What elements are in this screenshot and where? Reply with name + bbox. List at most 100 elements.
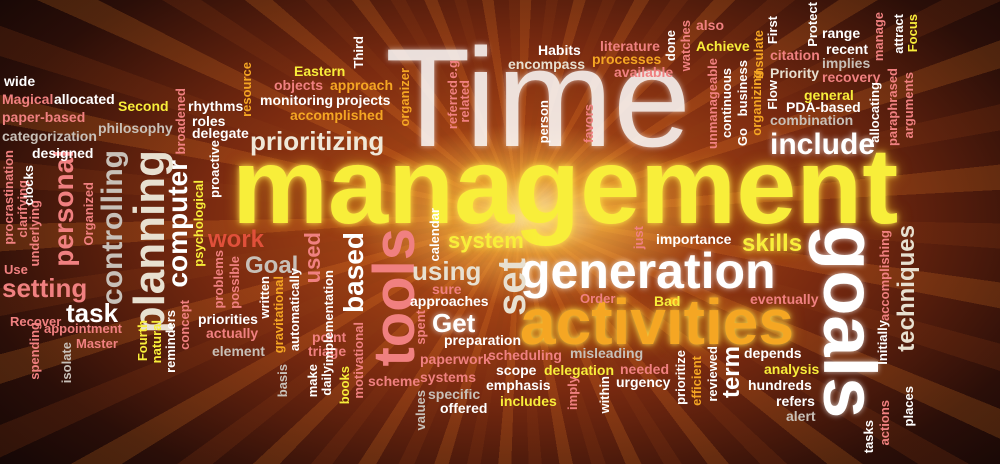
word-gravitational: gravitational bbox=[271, 276, 286, 354]
word-importance: importance bbox=[656, 231, 732, 247]
word-organized: Organized bbox=[81, 182, 96, 246]
word-activities: activities bbox=[520, 286, 794, 358]
word-resource: resource bbox=[239, 62, 254, 117]
word-fourth: Fourth bbox=[135, 320, 150, 362]
word-approaches: approaches bbox=[410, 293, 489, 309]
word-values: values bbox=[413, 390, 428, 431]
word-tasks: tasks bbox=[861, 420, 876, 454]
word-categorization: categorization bbox=[2, 128, 97, 144]
word-clocks: clocks bbox=[21, 165, 36, 206]
word-also: also bbox=[696, 17, 725, 33]
word-set: set bbox=[490, 258, 534, 316]
word-psychological: psychological bbox=[191, 180, 206, 267]
word-element: element bbox=[212, 343, 265, 359]
word-appointment: appointment bbox=[44, 321, 122, 336]
word-unmanageable: unmanageable bbox=[705, 58, 720, 150]
word-implies: implies bbox=[822, 55, 871, 71]
word-preparation: preparation bbox=[444, 332, 522, 348]
word-basis: basis bbox=[275, 364, 290, 398]
word-just: just bbox=[631, 226, 646, 250]
word-personal: personal bbox=[48, 150, 79, 267]
word-reviewed: reviewed bbox=[705, 346, 720, 402]
word-daily: daily bbox=[319, 366, 334, 396]
word-hundreds: hundreds bbox=[748, 377, 812, 393]
word-rhythms: rhythms bbox=[188, 98, 244, 114]
word-literature: literature bbox=[600, 38, 660, 54]
word-broadened: broadened bbox=[173, 88, 188, 155]
word-attract: attract bbox=[891, 14, 906, 54]
word-citation: citation bbox=[770, 47, 820, 63]
word-done: done bbox=[663, 30, 678, 62]
word-within: within bbox=[597, 376, 612, 414]
word-calendar: calendar bbox=[427, 208, 442, 262]
word-system: system bbox=[448, 228, 524, 253]
word-achieve: Achieve bbox=[696, 38, 750, 54]
word-needed: needed bbox=[620, 361, 670, 377]
word-pda-based: PDA-based bbox=[786, 99, 861, 115]
word-includes: includes bbox=[500, 393, 557, 409]
word-goal: Goal bbox=[245, 252, 299, 279]
word-isolate: isolate bbox=[59, 342, 74, 384]
word-roles: roles bbox=[192, 113, 226, 129]
word-go: Go bbox=[735, 128, 750, 147]
word-paraphrased: paraphrased bbox=[885, 68, 900, 147]
word-insulate: insulate bbox=[751, 30, 766, 80]
word-natural: natural bbox=[149, 320, 164, 364]
word-accomplished: accomplished bbox=[290, 107, 384, 123]
word-paper-based: paper-based bbox=[2, 109, 86, 125]
word-misleading: misleading bbox=[570, 345, 644, 361]
word-problems: problems bbox=[211, 250, 226, 309]
word-procrastination: procrastination bbox=[1, 150, 16, 245]
word-initially: Initially bbox=[875, 320, 890, 365]
word-bad: Bad bbox=[654, 293, 681, 309]
word-magical: Magical bbox=[2, 91, 54, 107]
word-underlying: underlying bbox=[27, 200, 42, 267]
word-actions: actions bbox=[877, 400, 892, 446]
word-priority: Priority bbox=[770, 65, 820, 81]
word-spent: spent bbox=[413, 310, 428, 345]
word-recent: recent bbox=[826, 41, 869, 57]
word-wide: wide bbox=[4, 73, 36, 89]
word-recovery: recovery bbox=[822, 69, 881, 85]
word-include: include bbox=[770, 128, 876, 161]
word-arguments: arguments bbox=[901, 72, 916, 139]
word-person: person bbox=[536, 100, 551, 144]
word-written: written bbox=[257, 276, 272, 319]
word-analysis: analysis bbox=[764, 361, 820, 377]
word-related: related bbox=[457, 80, 472, 123]
word-order: Order bbox=[580, 291, 616, 306]
word-get: Get bbox=[432, 308, 476, 338]
word-organizing: organizing bbox=[749, 70, 764, 136]
word-approach: approach bbox=[330, 77, 394, 93]
word-books: books bbox=[337, 366, 352, 405]
word-organizer: organizer bbox=[397, 68, 412, 127]
word-scheduling: scheduling bbox=[488, 347, 562, 363]
word-delegation: delegation bbox=[544, 362, 615, 378]
word-range: range bbox=[822, 25, 861, 41]
word-watches: watches bbox=[678, 20, 693, 72]
word-eastern: Eastern bbox=[294, 63, 346, 79]
word-scheme: scheme bbox=[368, 373, 421, 389]
word-third: Third bbox=[351, 36, 366, 69]
word-continuous: continuous bbox=[719, 68, 734, 139]
word-specific: specific bbox=[428, 386, 481, 402]
word-paperwork: paperwork bbox=[420, 351, 491, 367]
word-management: management bbox=[232, 125, 899, 246]
word-processes: processes bbox=[592, 51, 662, 67]
word-places: places bbox=[901, 386, 916, 427]
word-imply: imply bbox=[565, 376, 580, 410]
word-goals: goals bbox=[808, 225, 891, 419]
word-delegate: delegate bbox=[192, 125, 249, 141]
word-allocated: allocated bbox=[54, 91, 115, 107]
word-depends: depends bbox=[744, 345, 802, 361]
word-manage: manage bbox=[871, 12, 886, 62]
word-term: term bbox=[718, 346, 745, 399]
word-techniques: techniques bbox=[893, 225, 920, 352]
word-based: based bbox=[338, 232, 369, 313]
word-focus: Focus bbox=[905, 14, 920, 53]
word-implementation: implementation bbox=[321, 270, 336, 367]
word-eg: e.g bbox=[445, 60, 460, 79]
word-using: using bbox=[412, 256, 482, 286]
word-alert: alert bbox=[786, 408, 816, 424]
